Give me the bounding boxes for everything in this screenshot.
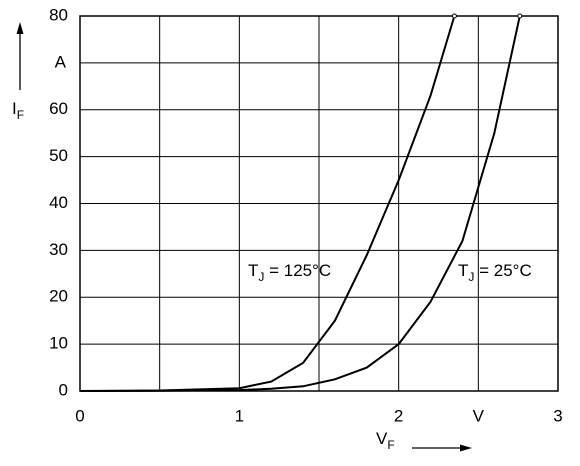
x-tick-label: 1 bbox=[235, 406, 244, 425]
y-tick-label: 10 bbox=[49, 334, 68, 353]
annotation: TJ = 25°C bbox=[458, 261, 532, 284]
x-axis-arrowhead bbox=[460, 444, 472, 452]
y-tick-label: 80 bbox=[49, 5, 68, 24]
y-axis-arrowhead bbox=[16, 22, 24, 34]
curve-end bbox=[451, 13, 457, 19]
y-tick-label: 60 bbox=[49, 99, 68, 118]
x-tick-label: V bbox=[473, 406, 485, 425]
x-tick-label: 3 bbox=[553, 406, 562, 425]
x-tick-label: 2 bbox=[394, 406, 403, 425]
plot-frame bbox=[79, 15, 559, 392]
x-tick-label: 0 bbox=[75, 406, 84, 425]
y-tick-label: 20 bbox=[49, 287, 68, 306]
curve-end bbox=[517, 13, 523, 19]
y-axis-label: IF bbox=[12, 99, 24, 122]
y-tick-label: 0 bbox=[59, 380, 68, 399]
y-tick-label: A bbox=[55, 52, 67, 71]
curve bbox=[79, 15, 521, 392]
y-tick-label: 50 bbox=[49, 146, 68, 165]
y-tick-label: 40 bbox=[49, 193, 68, 212]
curve bbox=[79, 15, 456, 392]
x-axis-label: VF bbox=[376, 429, 395, 452]
annotation: TJ = 125°C bbox=[248, 261, 331, 284]
y-tick-label: 30 bbox=[49, 240, 68, 259]
